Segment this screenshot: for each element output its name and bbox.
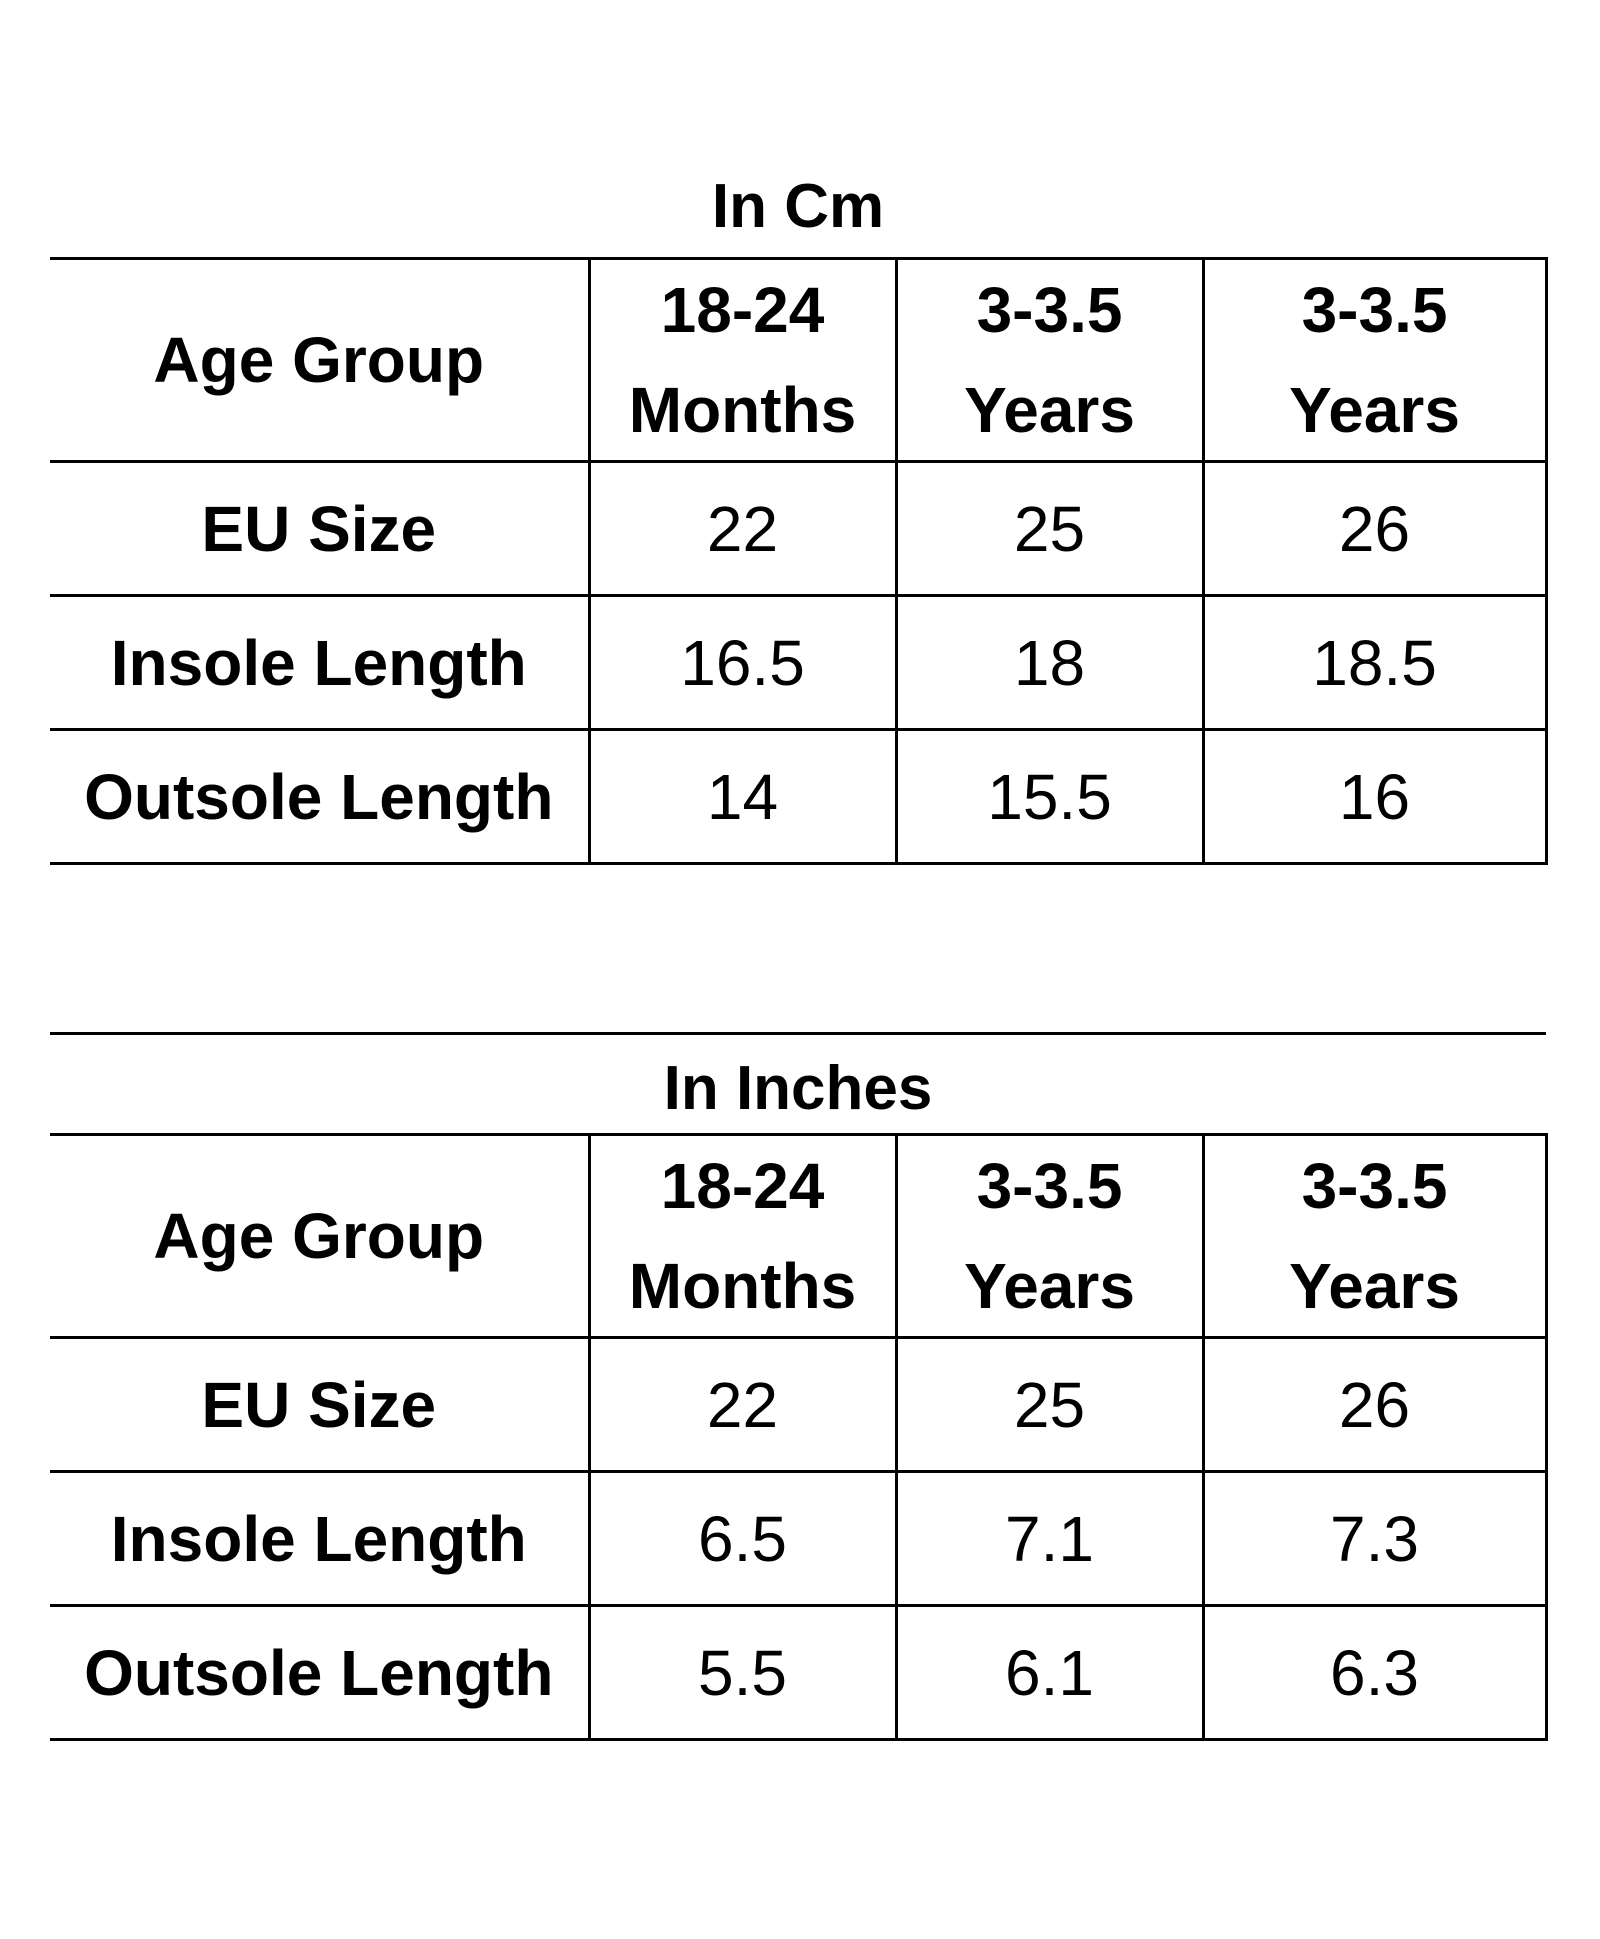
row-label: Outsole Length (50, 728, 591, 865)
table-cell: 15.5 (894, 728, 1205, 865)
cm-table-title: In Cm (711, 172, 885, 241)
table-cell: 22 (587, 460, 898, 597)
table-top-divider (50, 1032, 1546, 1035)
table-row: EU Size 22 25 26 (50, 1336, 1548, 1473)
table-row: EU Size 22 25 26 (50, 460, 1548, 597)
column-header-line1: 3-3.5 (1301, 1150, 1448, 1222)
row-label: EU Size (50, 1336, 591, 1473)
row-label: Insole Length (50, 1470, 591, 1607)
column-header-line2: Years (964, 1250, 1135, 1322)
column-header-line1: 18-24 (660, 274, 825, 346)
table-cell: 25 (894, 460, 1205, 597)
table-cell: 16 (1201, 728, 1548, 865)
table-row: Outsole Length 14 15.5 16 (50, 728, 1548, 865)
column-header-line1: 3-3.5 (1301, 274, 1448, 346)
column-header-line2: Years (1289, 374, 1460, 446)
table-cell: 26 (1201, 460, 1548, 597)
table-cell: 22 (587, 1336, 898, 1473)
column-header: 3-3.5 Years (1201, 257, 1548, 463)
column-header-line2: Months (628, 374, 857, 446)
table-row: Insole Length 6.5 7.1 7.3 (50, 1470, 1548, 1607)
table-cell: 6.3 (1201, 1604, 1548, 1741)
table-cell: 6.1 (894, 1604, 1205, 1741)
column-header: 18-24 Months (587, 1133, 898, 1339)
column-header-line2: Years (964, 374, 1135, 446)
column-header: 18-24 Months (587, 257, 898, 463)
table-cell: 16.5 (587, 594, 898, 731)
column-header-line1: 3-3.5 (976, 274, 1123, 346)
column-header: 3-3.5 Years (894, 1133, 1205, 1339)
inches-table-title: In Inches (663, 1054, 933, 1123)
row-label: Outsole Length (50, 1604, 591, 1741)
table-cell: 7.3 (1201, 1470, 1548, 1607)
row-label: EU Size (50, 460, 591, 597)
table-cell: 18.5 (1201, 594, 1548, 731)
column-header-line1: 3-3.5 (976, 1150, 1123, 1222)
age-group-label: Age Group (50, 1133, 591, 1339)
table-cell: 7.1 (894, 1470, 1205, 1607)
table-cell: 25 (894, 1336, 1205, 1473)
table-cell: 6.5 (587, 1470, 898, 1607)
inches-size-table: Age Group 18-24 Months 3-3.5 Years 3-3.5… (50, 1133, 1548, 1741)
column-header: 3-3.5 Years (894, 257, 1205, 463)
table-header-row: Age Group 18-24 Months 3-3.5 Years 3-3.5… (50, 257, 1548, 463)
column-header-line2: Months (628, 1250, 857, 1322)
table-cell: 14 (587, 728, 898, 865)
table-row: Outsole Length 5.5 6.1 6.3 (50, 1604, 1548, 1741)
column-header-line2: Years (1289, 1250, 1460, 1322)
column-header: 3-3.5 Years (1201, 1133, 1548, 1339)
table-cell: 5.5 (587, 1604, 898, 1741)
table-header-row: Age Group 18-24 Months 3-3.5 Years 3-3.5… (50, 1133, 1548, 1339)
row-label: Insole Length (50, 594, 591, 731)
table-cell: 26 (1201, 1336, 1548, 1473)
cm-size-table: Age Group 18-24 Months 3-3.5 Years 3-3.5… (50, 257, 1548, 865)
table-cell: 18 (894, 594, 1205, 731)
column-header-line1: 18-24 (660, 1150, 825, 1222)
table-row: Insole Length 16.5 18 18.5 (50, 594, 1548, 731)
age-group-label: Age Group (50, 257, 591, 463)
